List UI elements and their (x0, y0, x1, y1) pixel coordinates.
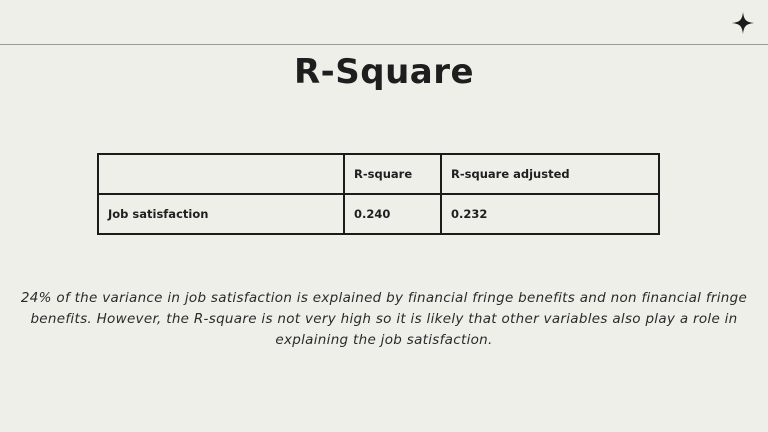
four-point-star-icon (732, 12, 754, 34)
r-square-value: 0.240 (343, 193, 442, 235)
r-square-table: R-square R-square adjusted Job satisfact… (97, 153, 660, 235)
r-square-adjusted-value: 0.232 (440, 193, 660, 235)
interpretation-text: 24% of the variance in job satisfaction … (20, 290, 748, 348)
table-header-row: R-square R-square adjusted (97, 153, 660, 195)
header-cell-r-square: R-square (343, 153, 442, 195)
header-cell-r-square-adjusted: R-square adjusted (440, 153, 660, 195)
row-label-job-satisfaction: Job satisfaction (97, 193, 345, 235)
header-divider (0, 44, 768, 45)
header-cell-blank (97, 153, 345, 195)
table-row: Job satisfaction 0.240 0.232 (97, 193, 660, 235)
slide-title: R-Square (293, 52, 475, 92)
